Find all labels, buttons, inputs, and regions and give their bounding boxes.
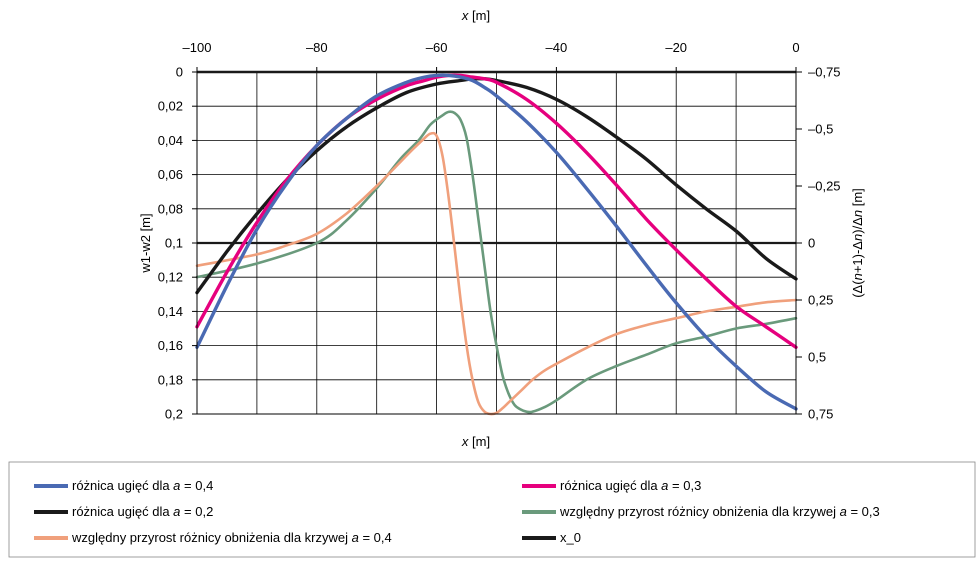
right-tick-label: 0 xyxy=(808,236,815,251)
left-tick-label: 0,04 xyxy=(158,133,183,148)
top-tick-label: 0 xyxy=(792,40,799,55)
legend-label-var: a xyxy=(173,504,180,519)
series-line-1 xyxy=(195,73,798,411)
legend-label-text: względny przyrost różnicy obniżenia dla … xyxy=(559,504,840,519)
right-tick-label: 0,25 xyxy=(808,293,833,308)
legend-label: różnica ugięć dla a = 0,3 xyxy=(560,478,701,493)
right-title-delta-2: Δ xyxy=(850,241,865,250)
legend-entry: względny przyrost różnicy obniżenia dla … xyxy=(522,504,880,519)
legend-label-text: x_0 xyxy=(560,530,581,545)
right-tick-label: 0,5 xyxy=(808,350,826,365)
left-tick-label: 0,12 xyxy=(158,270,183,285)
legend-label: względny przyrost różnicy obniżenia dla … xyxy=(71,530,392,545)
legend-entry: x_0 xyxy=(522,530,581,545)
left-tick-label: 0 xyxy=(176,65,183,80)
legend-label-value: = 0,4 xyxy=(359,530,392,545)
legend-label-value: = 0,2 xyxy=(180,504,213,519)
top-axis-title-unit: [m] xyxy=(468,8,490,23)
left-tick-label: 0,18 xyxy=(158,372,183,387)
legend-label: względny przyrost różnicy obniżenia dla … xyxy=(559,504,880,519)
top-axis-title: x [m] xyxy=(461,8,490,23)
bottom-axis-title-unit: [m] xyxy=(468,434,490,449)
left-tick-label: 0,16 xyxy=(158,338,183,353)
right-axis-title: (Δ(n+1)-Δn)/Δn [m] xyxy=(850,188,865,298)
right-title-slash: )/ xyxy=(850,225,865,233)
legend-label-value: = 0,3 xyxy=(847,504,880,519)
legend-label-var: a xyxy=(661,478,668,493)
legend-label-text: różnica ugięć dla xyxy=(72,478,173,493)
legend-label: różnica ugięć dla a = 0,4 xyxy=(72,478,213,493)
legend-label: x_0 xyxy=(560,530,581,545)
legend-label-text: różnica ugięć dla xyxy=(72,504,173,519)
left-tick-label: 0,2 xyxy=(165,407,183,422)
top-tick-label: –40 xyxy=(546,40,568,55)
bottom-axis-title: x [m] xyxy=(461,434,490,449)
right-title-mid: +1)- xyxy=(850,250,865,273)
bottom-axis-title-var: x xyxy=(461,434,469,449)
left-axis-title: w1-w2 [m] xyxy=(138,213,153,273)
series-line-5 xyxy=(195,131,798,416)
left-tick-label: 0,06 xyxy=(158,167,183,182)
legend-entry: względny przyrost różnicy obniżenia dla … xyxy=(34,530,392,545)
legend-entry: różnica ugięć dla a = 0,2 xyxy=(34,504,213,519)
right-tick-label: –0,25 xyxy=(808,179,841,194)
top-axis-ticks: –100 –80 –60 –40 –20 0 xyxy=(183,40,800,72)
right-title-open: ( xyxy=(850,293,865,298)
left-axis-ticks: 0 0,02 0,04 0,06 0,08 0,1 0,12 0,14 0,16 0,18 0,2 xyxy=(158,65,197,422)
legend-label-text: względny przyrost różnicy obniżenia dla … xyxy=(71,530,352,545)
legend-label: różnica ugięć dla a = 0,2 xyxy=(72,504,213,519)
top-tick-label: –20 xyxy=(665,40,687,55)
right-title-n-3: n xyxy=(850,210,865,217)
right-title-n-2: n xyxy=(850,234,865,241)
legend-entry: różnica ugięć dla a = 0,4 xyxy=(34,478,213,493)
right-title-paren-1: ( xyxy=(850,280,865,285)
legend-label-var: a xyxy=(352,530,359,545)
legend-label-var: a xyxy=(840,504,847,519)
right-title-delta-1: Δ xyxy=(850,284,865,293)
legend-label-value: = 0,3 xyxy=(668,478,701,493)
top-tick-label: –60 xyxy=(426,40,448,55)
legend-label-text: różnica ugięć dla xyxy=(560,478,661,493)
left-tick-label: 0,02 xyxy=(158,99,183,114)
left-tick-label: 0,08 xyxy=(158,201,183,216)
legend-entry: różnica ugięć dla a = 0,3 xyxy=(522,478,701,493)
right-axis-ticks: –0,75 –0,5 –0,25 0 0,25 0,5 0,75 xyxy=(796,65,841,422)
legend-label-value: = 0,4 xyxy=(180,478,213,493)
legend: różnica ugięć dla a = 0,4 różnica ugięć d… xyxy=(34,478,880,545)
top-tick-label: –80 xyxy=(306,40,328,55)
right-title-unit: [m] xyxy=(850,188,865,210)
series-layer xyxy=(195,73,798,416)
left-tick-label: 0,1 xyxy=(165,236,183,251)
right-title-delta-3: Δ xyxy=(850,217,865,226)
right-tick-label: –0,75 xyxy=(808,65,841,80)
right-title-n-1: n xyxy=(850,273,865,280)
right-tick-label: 0,75 xyxy=(808,407,833,422)
top-tick-label: –100 xyxy=(183,40,212,55)
series-line-4 xyxy=(195,110,798,414)
left-tick-label: 0,14 xyxy=(158,304,183,319)
top-axis-title-var: x xyxy=(461,8,469,23)
right-tick-label: –0,5 xyxy=(808,122,833,137)
legend-label-var: a xyxy=(173,478,180,493)
legend-box xyxy=(8,461,976,558)
